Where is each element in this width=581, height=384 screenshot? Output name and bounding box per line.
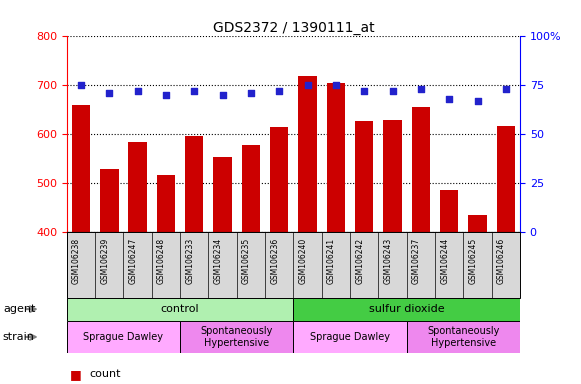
Bar [293,298,520,321]
Text: Sprague Dawley: Sprague Dawley [310,332,390,342]
Text: ■: ■ [70,383,81,384]
Text: GSM106240: GSM106240 [299,238,307,284]
Bar [383,120,401,232]
Bar [157,175,175,232]
Text: Spontaneously
Hypertensive: Spontaneously Hypertensive [200,326,273,348]
Text: GSM106242: GSM106242 [355,238,364,284]
Text: GSM106234: GSM106234 [214,238,223,284]
Text: count: count [89,369,120,379]
Text: GSM106238: GSM106238 [72,238,81,284]
Point [303,83,312,89]
Text: GSM106243: GSM106243 [383,238,393,284]
Title: GDS2372 / 1390111_at: GDS2372 / 1390111_at [213,22,374,35]
Text: GSM106239: GSM106239 [101,238,109,284]
Text: sulfur dioxide: sulfur dioxide [369,304,444,314]
Point [218,92,227,98]
Point [473,98,482,104]
Bar [355,121,374,232]
Bar [100,169,119,232]
Bar [412,108,430,232]
Bar [185,136,203,232]
Point [133,88,142,94]
Bar [327,83,345,232]
Point [275,88,284,94]
Text: GSM106244: GSM106244 [440,238,449,284]
Text: strain: strain [3,332,35,342]
Text: control: control [161,304,199,314]
Bar [128,142,147,232]
Text: ■: ■ [70,368,81,381]
Point [388,88,397,94]
Bar [497,126,515,232]
Text: GSM106247: GSM106247 [128,238,138,284]
Bar [242,145,260,232]
Text: agent: agent [3,304,35,314]
Point [76,83,85,89]
Text: GSM106233: GSM106233 [185,238,194,284]
Text: GSM106245: GSM106245 [468,238,478,284]
Point [331,83,340,89]
Point [360,88,369,94]
Bar [270,127,288,232]
Bar [468,215,487,232]
Point [189,88,199,94]
Text: GSM106235: GSM106235 [242,238,251,284]
Point [444,96,454,102]
Bar [293,321,407,353]
Bar [299,76,317,232]
Text: GSM106241: GSM106241 [327,238,336,284]
Point [105,90,114,96]
Bar [440,190,458,232]
Text: Spontaneously
Hypertensive: Spontaneously Hypertensive [427,326,500,348]
Bar [67,321,180,353]
Bar [180,321,293,353]
Bar [67,298,293,321]
Point [501,86,511,93]
Text: GSM106236: GSM106236 [270,238,279,284]
Point [162,92,171,98]
Text: GSM106248: GSM106248 [157,238,166,284]
Text: GSM106237: GSM106237 [412,238,421,284]
Text: Sprague Dawley: Sprague Dawley [84,332,163,342]
Bar [72,105,90,232]
Point [246,90,256,96]
Bar [213,157,232,232]
Point [416,86,425,93]
Text: GSM106246: GSM106246 [497,238,506,284]
Bar [407,321,520,353]
